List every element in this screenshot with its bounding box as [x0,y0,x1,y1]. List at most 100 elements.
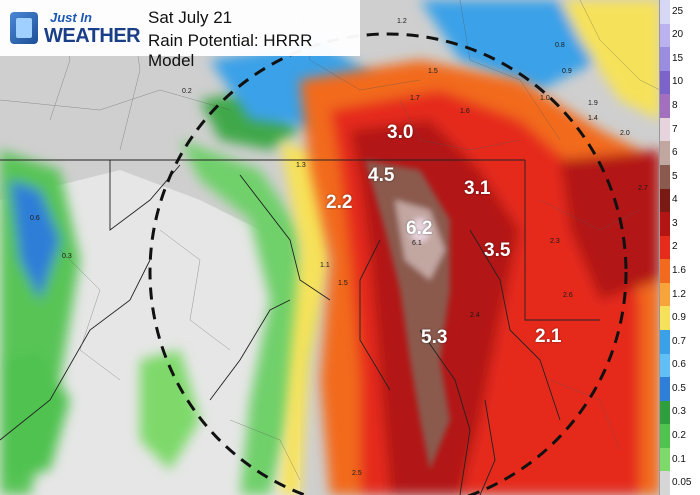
rain-total-label: 2.1 [535,326,562,347]
legend-label: 4 [672,194,678,206]
color-legend: 25 20 15 10 8 7 6 5 4 3 2 1.6 1.2 0.9 0.7 0.6 0.5 0.3 0.2 0… [659,0,700,495]
small-value: 2.3 [550,238,560,245]
county-borders [0,0,660,481]
legend-swatch [660,353,670,379]
legend-entry: 0.3 [660,400,700,426]
legend-label: 0.6 [672,359,686,371]
small-value: 1.4 [588,115,598,122]
legend-entry: 4 [660,188,700,214]
small-value: 1.3 [296,162,306,169]
forecast-title: Rain Potential: HRRR Model [148,31,313,70]
rain-total-label: 3.0 [387,122,414,143]
legend-entry: 7 [660,117,700,143]
small-value: 2.0 [620,130,630,137]
legend-entry: 0.6 [660,353,700,379]
logo-text-top: Just In [50,10,92,25]
small-value: 0.3 [62,253,72,260]
legend-entry: 2 [660,235,700,261]
legend-swatch [660,165,670,190]
legend-swatch [660,188,670,214]
legend-label: 6 [672,147,678,159]
rainfall-map [0,0,660,495]
legend-entry: 0.7 [660,330,700,355]
small-value: 0.6 [30,215,40,222]
small-value: 2.7 [638,185,648,192]
small-value: 2.4 [470,312,480,319]
legend-swatch [660,0,670,25]
small-value: 2.5 [352,470,362,477]
legend-entry: 5 [660,165,700,190]
legend-label: 0.3 [672,406,686,418]
legend-swatch [660,212,670,237]
rain-total-label: 2.2 [326,192,353,213]
logo-text-bottom: WEATHER [44,25,141,47]
legend-label: 3 [672,217,678,229]
legend-entry: 15 [660,47,700,72]
legend-swatch [660,117,670,143]
legend-label: 0.5 [672,382,686,394]
legend-swatch [660,447,670,473]
small-value: 1.5 [428,68,438,75]
legend-swatch [660,259,670,284]
legend-label: 25 [672,5,684,17]
small-value: 2.6 [563,292,573,299]
legend-entry: 0.2 [660,424,700,449]
legend-label: 8 [672,100,678,112]
map-header: Just In WEATHER Sat July 21 Rain Potenti… [0,0,360,70]
legend-swatch [660,47,670,72]
legend-label: 10 [672,76,684,88]
small-value: 1.7 [410,95,420,102]
legend-entry: 6 [660,141,700,166]
rain-total-label: 3.5 [484,240,511,261]
legend-swatch [660,471,670,495]
legend-label: 0.7 [672,335,686,347]
legend-swatch [660,424,670,449]
legend-swatch [660,23,670,49]
legend-label: 20 [672,29,684,41]
legend-swatch [660,94,670,119]
small-value: 1.5 [338,280,348,287]
legend-label: 0.9 [672,312,686,324]
legend-label: 0.05 [672,477,692,489]
legend-swatch [660,70,670,96]
small-value: 1.0 [540,95,550,102]
legend-label: 1.6 [672,265,686,277]
brand-logo: Just In WEATHER [6,6,141,50]
legend-swatch [660,330,670,355]
small-value: 1.2 [397,18,407,25]
legend-entry: 10 [660,70,700,96]
extreme-rain-core [365,160,450,470]
small-value: 0.2 [182,88,192,95]
moderate-rain-band [210,0,660,495]
legend-entry: 0.5 [660,377,700,402]
small-value: 0.9 [562,68,572,75]
state-borders [0,159,600,495]
legend-entry: 0.1 [660,447,700,473]
forecast-date: Sat July 21 [148,8,233,27]
legend-entry: 8 [660,94,700,119]
legend-label: 1.2 [672,288,686,300]
rain-total-label: 6.2 [406,218,433,239]
small-value: 1.9 [588,100,598,107]
small-value: 1.1 [320,262,330,269]
small-value: 0.8 [555,42,565,49]
legend-swatch [660,306,670,331]
legend-swatch [660,235,670,261]
tablet-icon [10,12,38,44]
legend-entry: 1.2 [660,282,700,308]
legend-entry: 20 [660,23,700,49]
legend-entry: 0.05 [660,471,700,495]
legend-swatch [660,141,670,166]
legend-label: 7 [672,123,678,135]
legend-label: 0.1 [672,453,686,465]
legend-label: 2 [672,241,678,253]
legend-swatch [660,377,670,402]
rain-total-label: 5.3 [421,327,448,348]
legend-entry: 1.6 [660,259,700,284]
rain-total-label: 4.5 [368,165,395,186]
legend-swatch [660,282,670,308]
rain-total-label: 3.1 [464,178,491,199]
legend-entry: 25 [660,0,700,25]
legend-swatch [660,400,670,426]
